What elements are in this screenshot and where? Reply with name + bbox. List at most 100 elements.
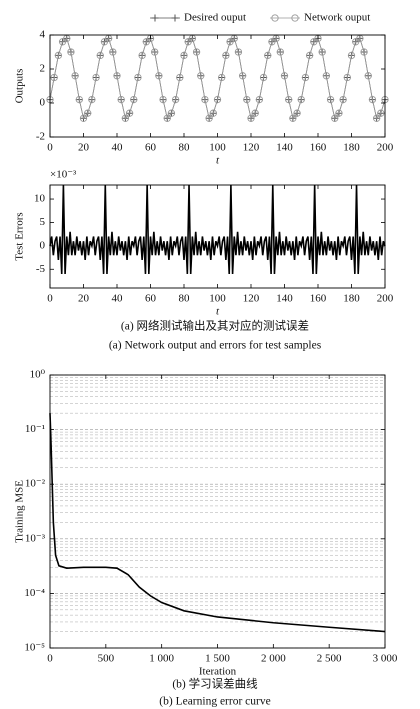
point-marker [364,72,372,80]
x-tick-label: 80 [179,142,191,154]
x-tick-label: 3 000 [373,653,398,665]
y-tick-label: 10⁻² [25,478,46,490]
y-tick-label: 10⁰ [30,369,46,381]
point-marker [138,51,146,60]
point-marker [280,72,289,80]
x-axis-label: t [216,306,220,318]
point-marker [297,95,305,104]
x-tick-label: 180 [343,142,360,154]
point-marker [243,95,251,104]
point-marker [75,95,83,104]
x-tick-label: 200 [377,142,394,154]
x-tick-label: 100 [209,293,226,305]
y-tick-label: 10⁻⁵ [24,642,45,654]
x-tick-label: 2 000 [261,653,286,665]
point-marker [289,114,297,122]
point-marker [117,95,125,104]
x-tick-label: 140 [276,293,293,305]
point-marker [285,95,293,104]
x-tick-label: 100 [209,142,226,154]
y-tick-label: 5 [40,216,46,228]
caption: (b) Learning error curve [159,696,270,708]
point-marker [377,109,385,117]
x-tick-label: 20 [78,142,90,154]
plot-frame [49,184,386,289]
point-marker [209,109,217,117]
y-axis-label: Training MSE [14,480,26,543]
point-marker [54,51,63,60]
y-tick-label: 10 [34,193,46,205]
y-tick-label: 10⁻¹ [25,423,45,435]
point-marker [197,72,205,80]
x-tick-label: 2 500 [317,653,342,665]
x-tick-label: 200 [377,293,394,305]
y-tick-label: 10⁻³ [25,532,46,544]
point-marker [293,109,301,117]
point-marker [360,48,368,56]
x-tick-label: 160 [310,293,327,305]
point-marker [192,48,201,56]
point-marker [113,72,121,80]
x-tick-label: 160 [310,142,327,154]
point-marker [125,109,134,117]
point-marker [238,72,247,80]
point-marker [134,73,142,82]
x-tick-label: 180 [343,293,360,305]
point-marker [331,114,339,122]
legend-label: Desired ouput [184,12,246,24]
y-axis-label: Test Errors [14,212,26,260]
point-marker [339,95,347,104]
point-marker [234,48,243,56]
point-marker [247,114,255,122]
point-marker [326,95,335,104]
point-marker [222,51,230,60]
point-marker [372,114,381,122]
x-tick-label: 20 [78,293,90,305]
point-marker [213,95,222,104]
point-marker [50,73,58,82]
x-tick-label: 40 [112,142,124,154]
point-marker [88,95,96,104]
point-marker [335,109,343,117]
x-tick-label: 80 [179,293,191,305]
y-tick-label: 0 [40,239,46,251]
point-marker [163,114,171,122]
caption: (a) Network output and errors for test s… [109,340,322,352]
point-marker [201,95,209,104]
point-marker [322,72,331,80]
y-axis-label: Outputs [14,69,26,104]
x-tick-label: 1 500 [205,653,230,665]
point-marker [264,51,272,60]
point-marker [205,114,213,122]
y-tick-label: 4 [40,29,46,41]
series-line [49,37,386,120]
point-marker [347,51,356,60]
point-marker [176,73,184,82]
point-marker [301,73,310,82]
axis-multiplier: ×10⁻³ [50,169,77,181]
point-marker [255,95,264,104]
point-marker [167,109,176,117]
point-marker [151,48,159,56]
point-marker [92,73,100,82]
caption: (b) 学习误差曲线 [172,677,258,691]
y-tick-label: 0 [40,97,46,109]
point-marker [305,51,314,60]
x-axis-label: Iteration [199,666,237,678]
x-tick-label: 1 000 [149,653,174,665]
series-line [49,413,386,633]
y-tick-label: -5 [36,263,46,275]
x-axis-label: t [216,155,220,167]
point-marker [109,48,117,56]
series-line [49,184,386,274]
y-tick-label: 10⁻⁴ [24,587,45,599]
point-marker [259,73,268,82]
point-marker [155,72,163,80]
point-marker [318,48,326,56]
y-tick-label: -2 [36,131,45,143]
series-line [49,37,386,120]
legend-marker [291,14,299,22]
point-marker [96,51,104,60]
point-marker [121,114,130,122]
